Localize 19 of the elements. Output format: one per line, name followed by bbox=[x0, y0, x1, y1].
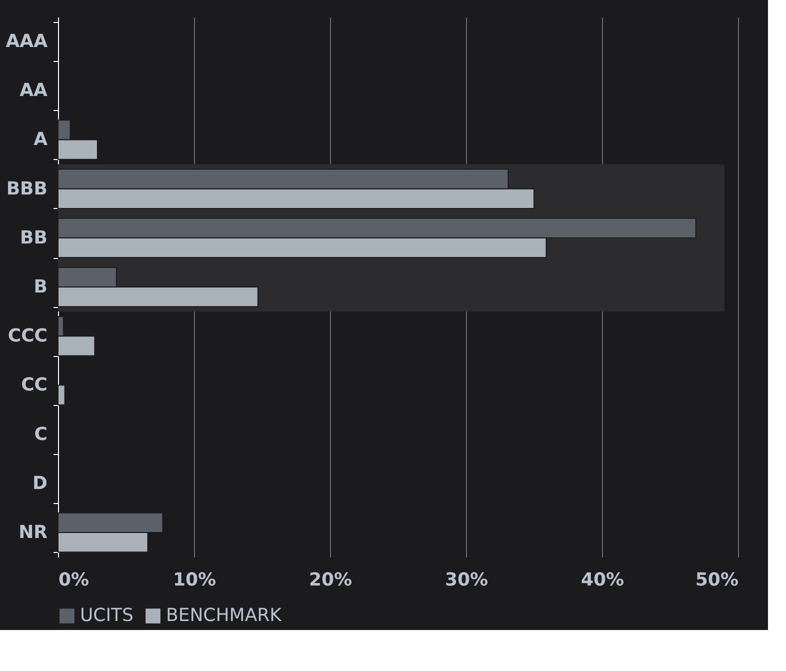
y-tick-label: B bbox=[34, 276, 48, 298]
x-tick-label: 20% bbox=[308, 570, 352, 590]
x-tick-label: 50% bbox=[695, 570, 738, 590]
y-tick-label: BBB bbox=[6, 178, 48, 200]
y-tick-label: CC bbox=[21, 374, 48, 396]
x-tick-label: 40% bbox=[580, 570, 624, 590]
y-tick-label: AAA bbox=[6, 31, 48, 52]
y-tick-label: BB bbox=[20, 227, 48, 248]
legend-label: BENCHMARK bbox=[166, 605, 283, 626]
y-tick-label: AA bbox=[20, 80, 48, 102]
x-tick-label: 30% bbox=[444, 570, 488, 590]
y-tick-label: NR bbox=[18, 522, 48, 543]
legend-label: UCITS bbox=[80, 605, 134, 626]
x-tick-label: 0% bbox=[58, 570, 90, 590]
y-tick-label: C bbox=[34, 424, 48, 445]
y-tick-label: CCC bbox=[8, 326, 48, 347]
y-tick-label: D bbox=[32, 472, 48, 494]
y-tick-label: A bbox=[34, 129, 48, 150]
x-tick-label: 10% bbox=[172, 570, 216, 590]
